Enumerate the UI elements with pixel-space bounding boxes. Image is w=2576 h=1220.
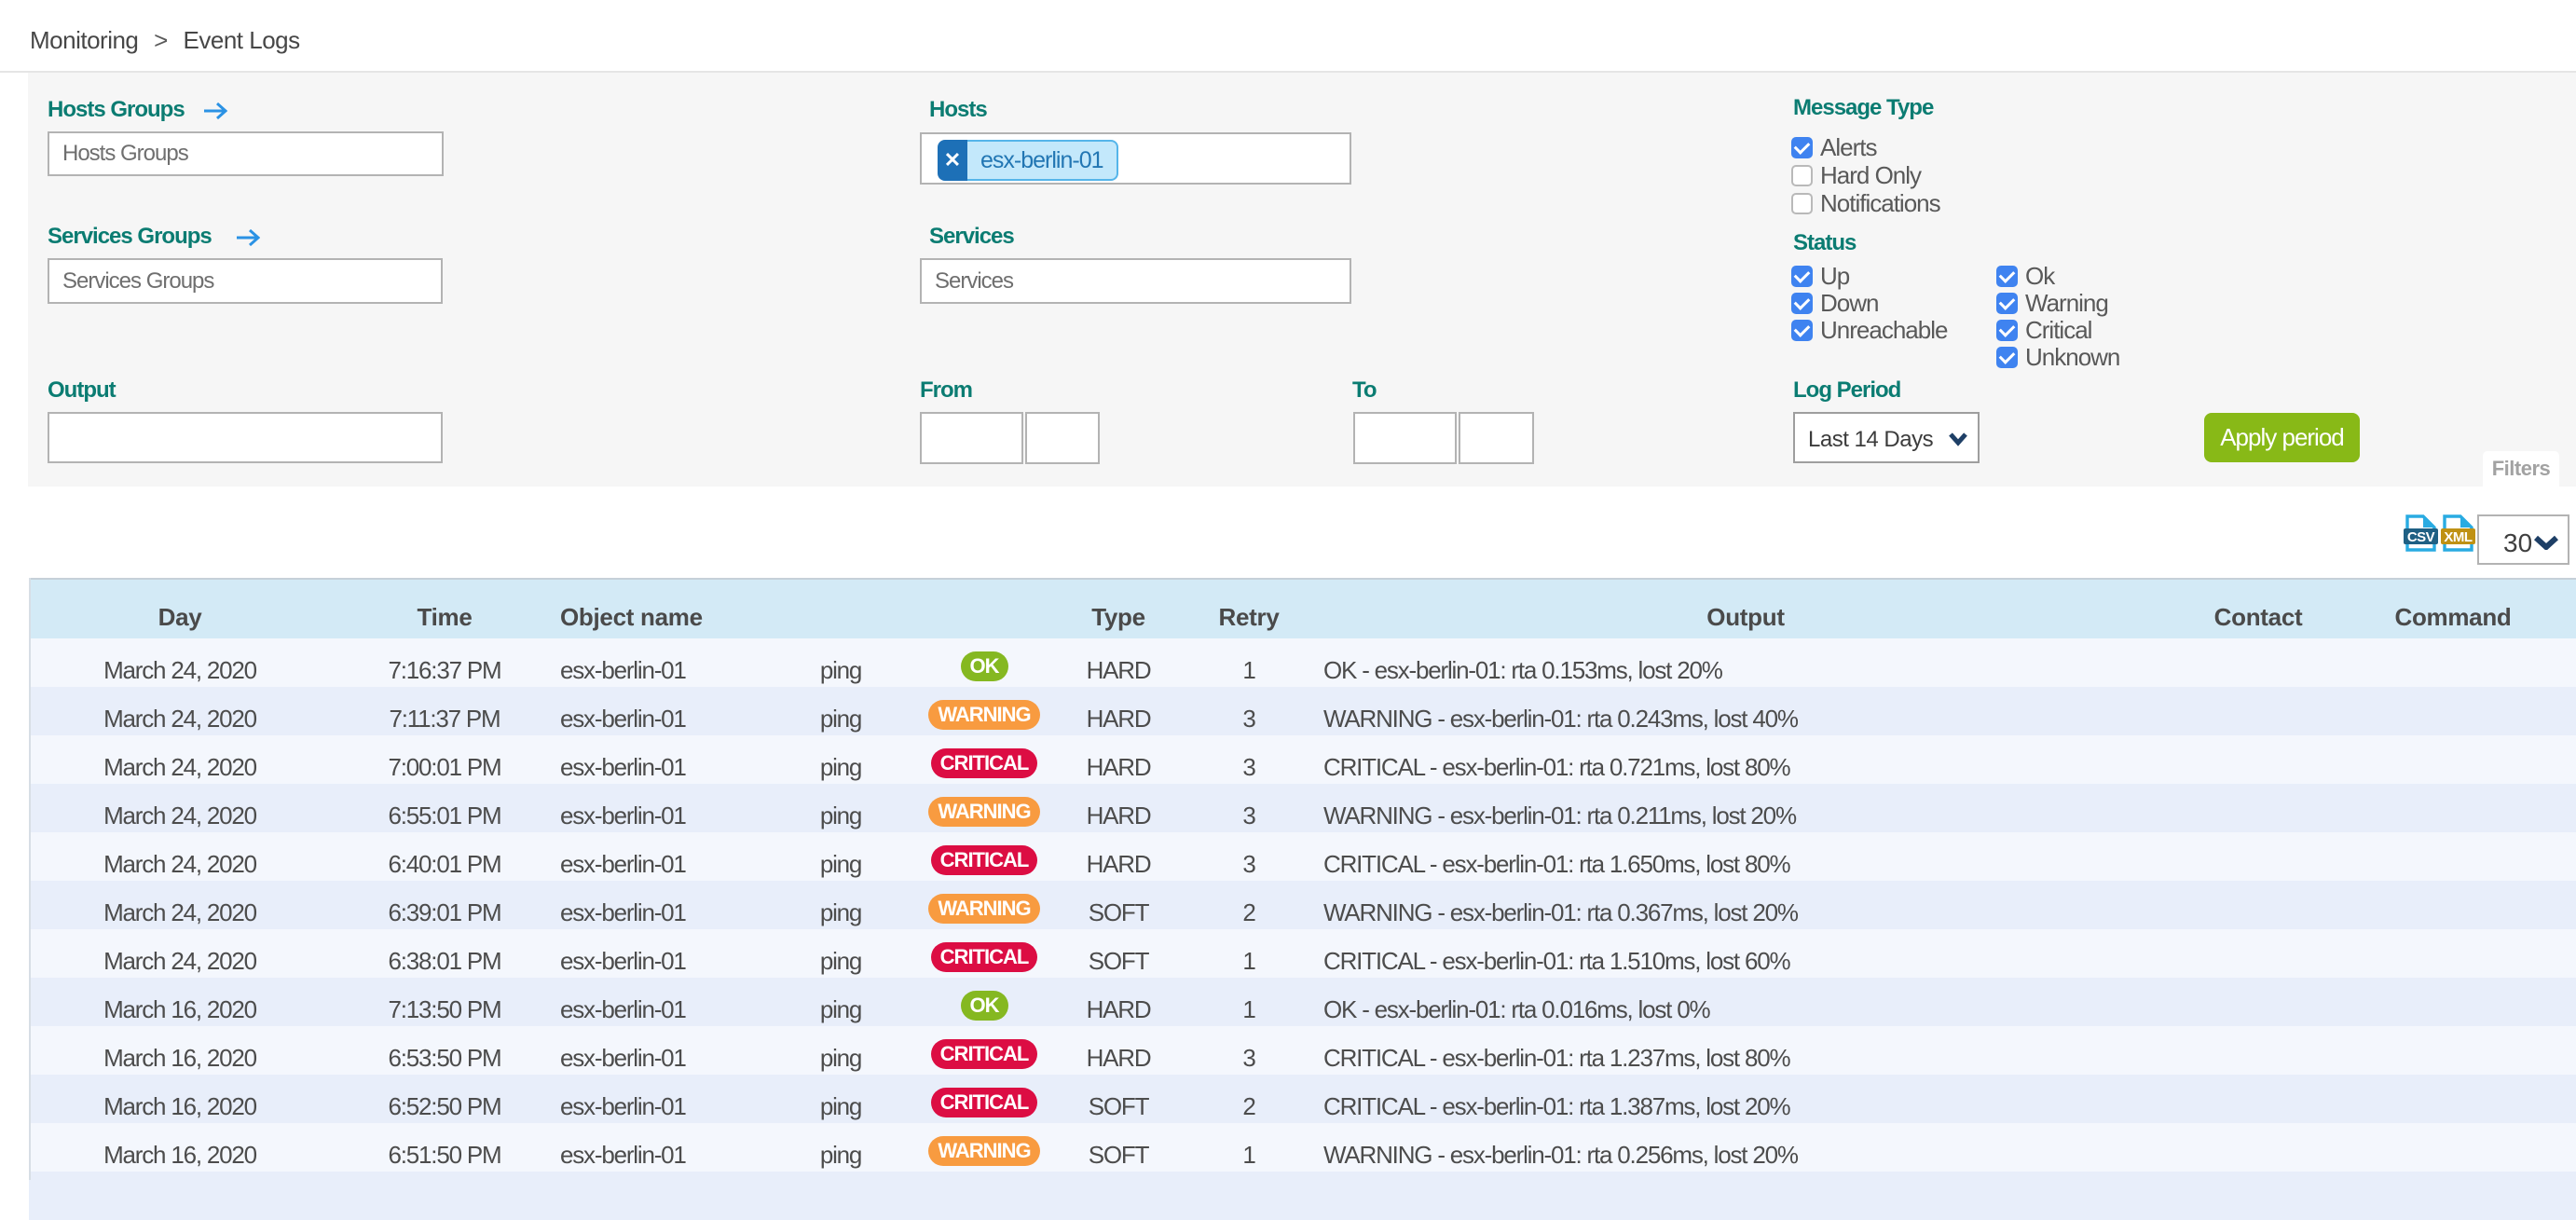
svg-text:CSV: CSV bbox=[2407, 529, 2435, 545]
svg-text:XML: XML bbox=[2444, 529, 2473, 545]
